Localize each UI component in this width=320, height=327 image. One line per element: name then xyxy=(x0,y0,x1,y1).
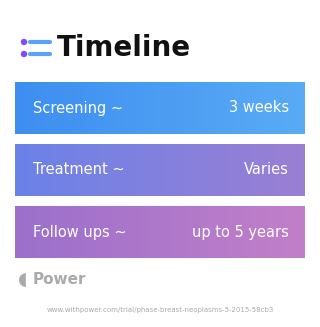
Text: Follow ups ~: Follow ups ~ xyxy=(33,225,127,239)
Circle shape xyxy=(21,40,27,44)
Text: up to 5 years: up to 5 years xyxy=(192,225,289,239)
Text: Varies: Varies xyxy=(244,163,289,178)
Circle shape xyxy=(21,51,27,57)
Text: 3 weeks: 3 weeks xyxy=(229,100,289,115)
Text: Timeline: Timeline xyxy=(57,34,191,62)
Text: Screening ~: Screening ~ xyxy=(33,100,123,115)
Text: Power: Power xyxy=(33,272,86,287)
Text: ◖: ◖ xyxy=(18,271,28,289)
Text: www.withpower.com/trial/phase-breast-neoplasms-5-2015-58cb3: www.withpower.com/trial/phase-breast-neo… xyxy=(46,307,274,313)
Text: Treatment ~: Treatment ~ xyxy=(33,163,124,178)
